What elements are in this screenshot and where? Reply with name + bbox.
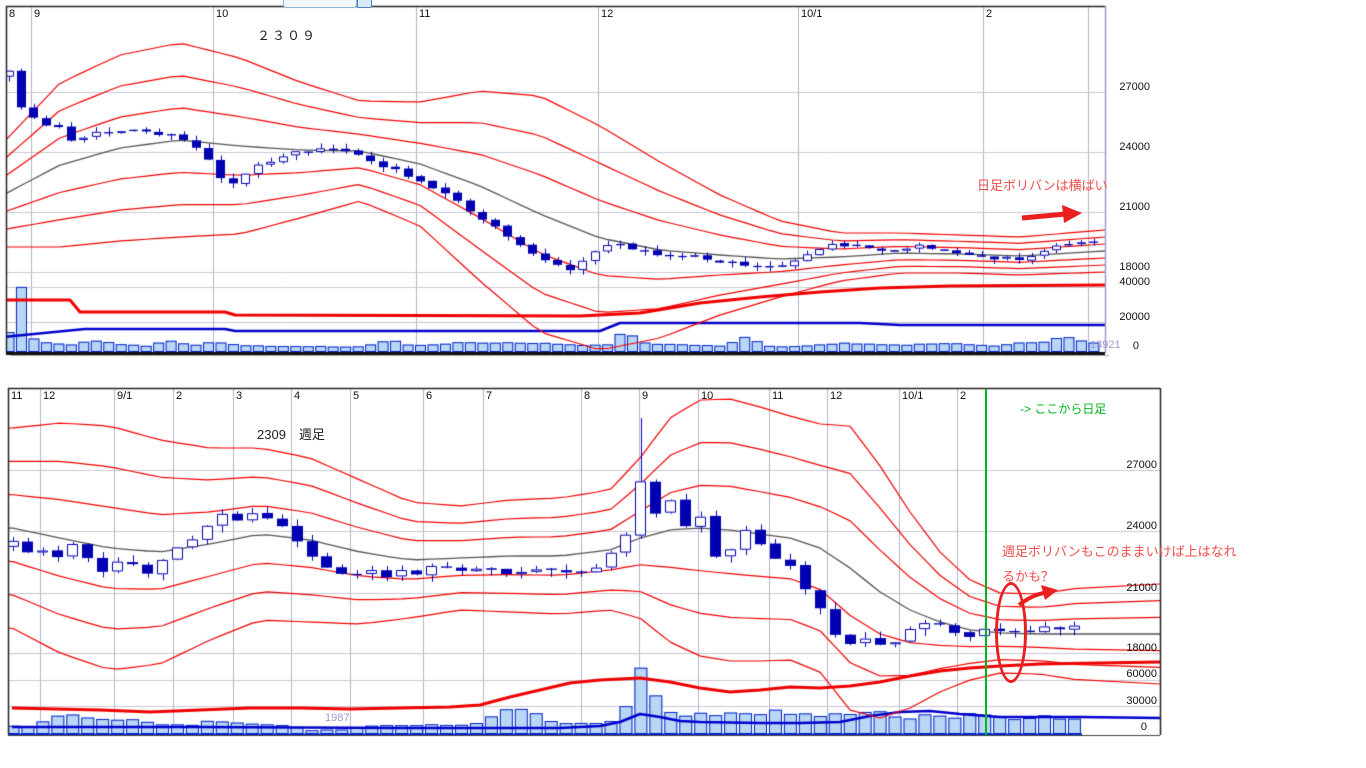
charts-canvas xyxy=(0,0,1366,768)
chart-application: 1987 ２３０９ 2309 週足 13921 8910111210/12270… xyxy=(0,0,1366,768)
